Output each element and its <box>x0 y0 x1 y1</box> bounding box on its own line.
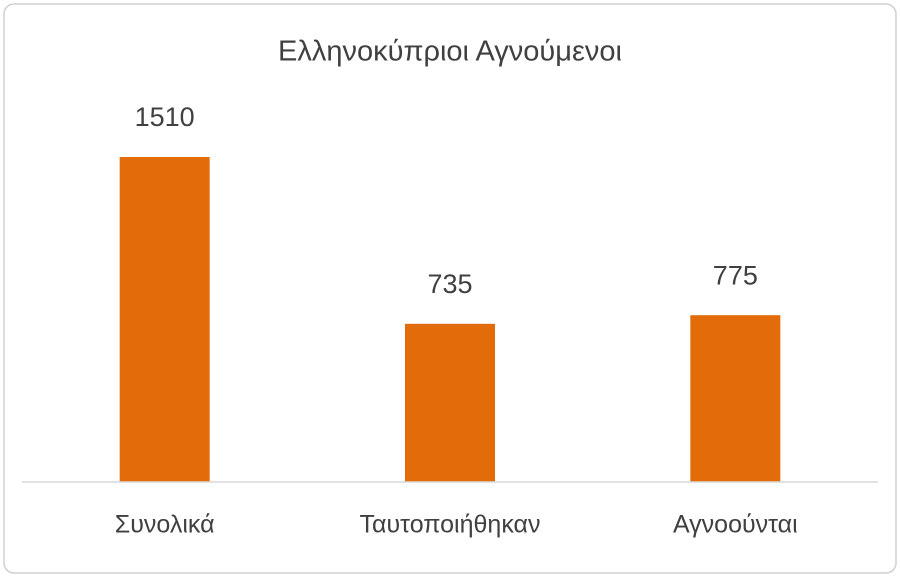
data-label: 775 <box>713 260 758 290</box>
data-label: 1510 <box>135 102 195 132</box>
chart-title: Ελληνοκύπριοι Αγνούμενοι <box>278 36 622 68</box>
data-label: 735 <box>427 269 472 299</box>
bar <box>119 157 210 482</box>
x-tick-label: Αγνοούνται <box>673 511 798 539</box>
x-tick-label: Ταυτοποιήθηκαν <box>360 511 541 539</box>
bar <box>690 315 781 482</box>
bar <box>405 323 495 482</box>
x-tick-label: Συνολικά <box>115 511 215 539</box>
chart-frame <box>3 3 897 574</box>
